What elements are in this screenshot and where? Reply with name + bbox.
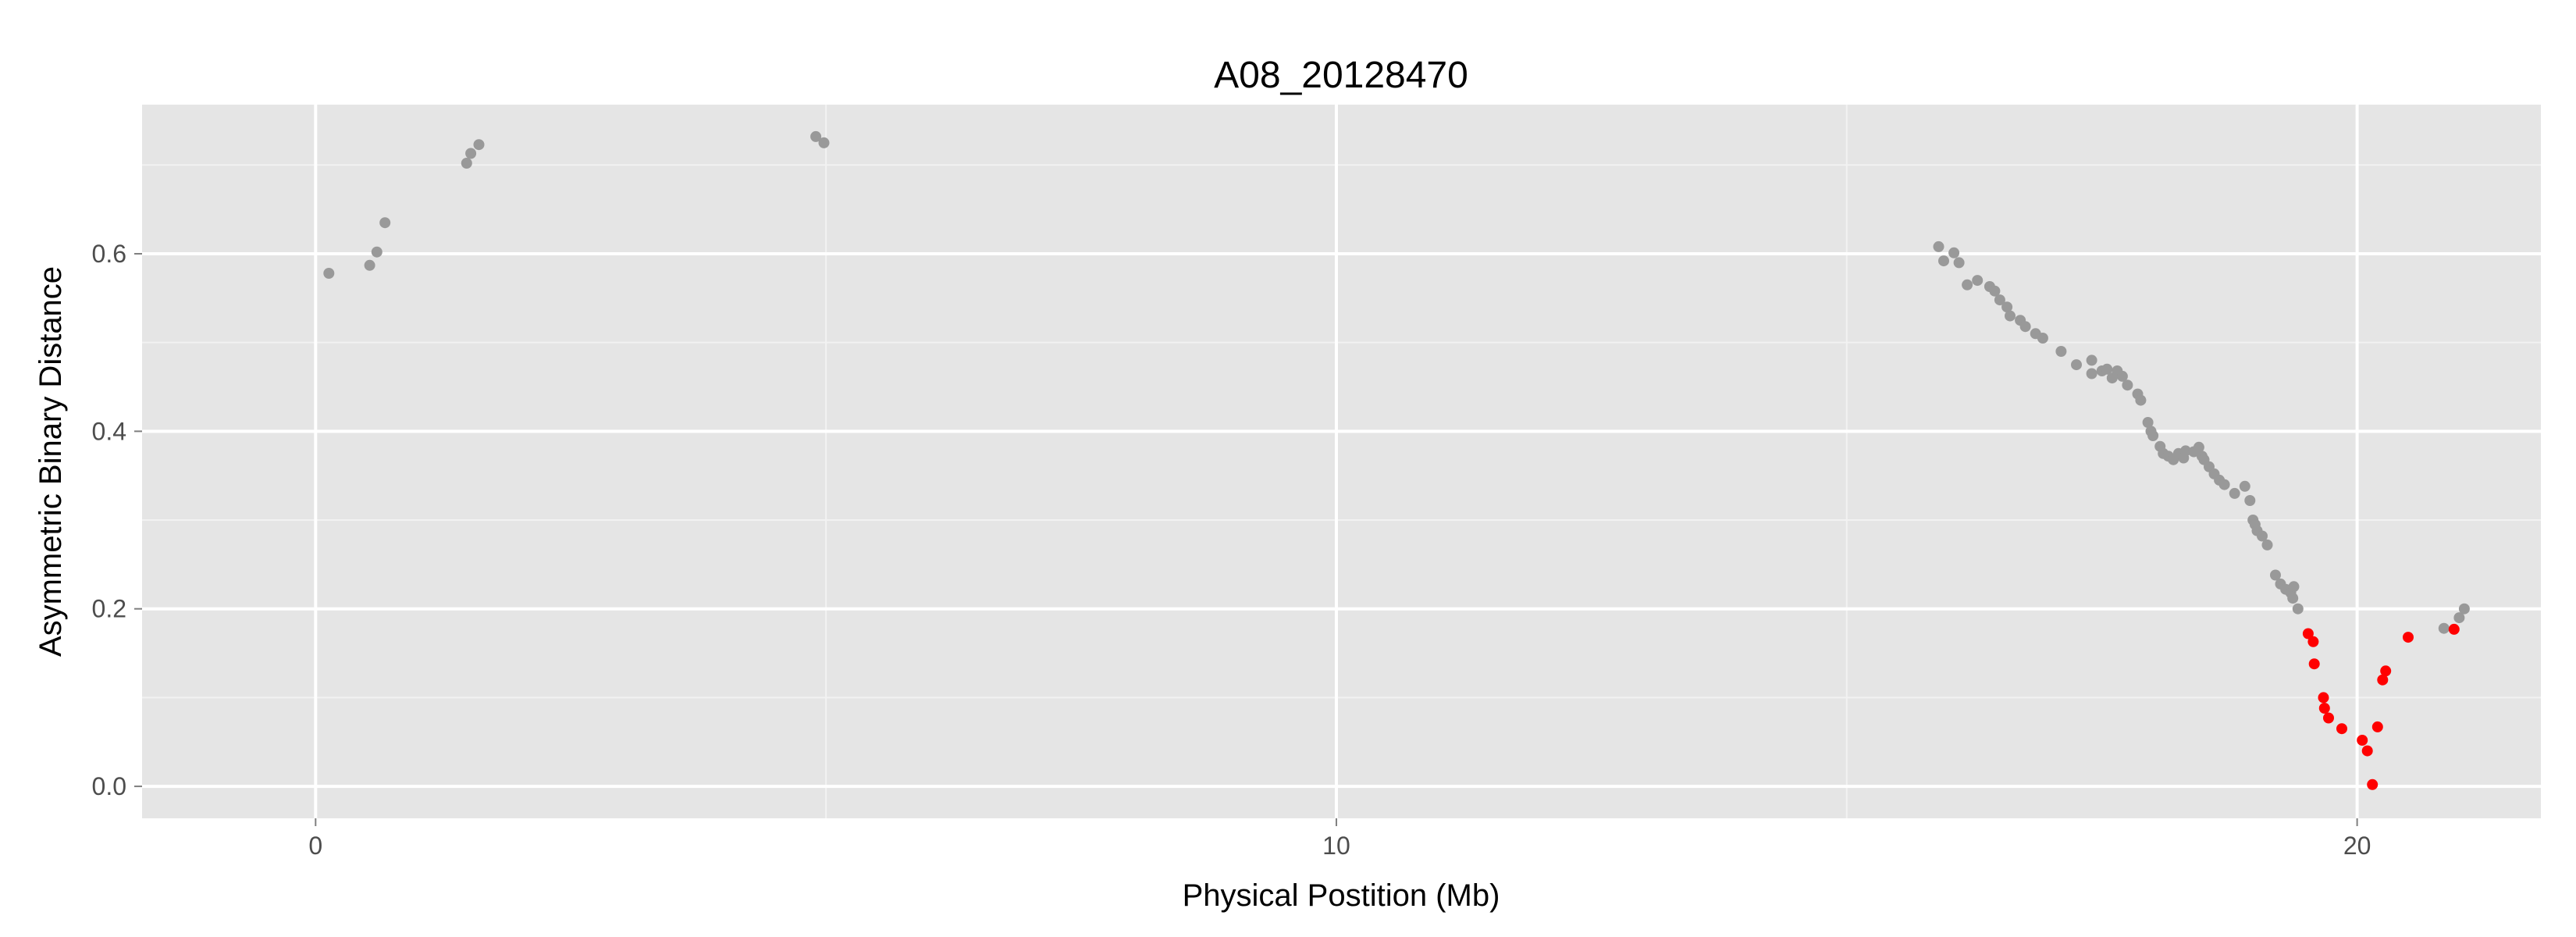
- plot-panel: [142, 105, 2541, 818]
- data-point: [379, 217, 391, 229]
- data-point: [2438, 622, 2450, 634]
- data-point: [2122, 379, 2133, 391]
- data-point: [818, 137, 830, 148]
- data-point: [2086, 368, 2097, 379]
- highlight-data-point: [2367, 778, 2379, 790]
- y-tick-label: 0.2: [92, 595, 126, 623]
- highlight-data-point: [2318, 703, 2330, 714]
- x-tick-label: 0: [308, 832, 322, 860]
- data-point: [2239, 480, 2250, 492]
- data-point: [2086, 354, 2097, 366]
- chart-title: A08_20128470: [1214, 55, 1468, 96]
- data-point: [2218, 479, 2230, 490]
- data-point: [1994, 294, 2005, 306]
- data-point: [2037, 333, 2048, 344]
- y-axis-label: Asymmetric Binary Distance: [34, 266, 68, 657]
- y-tick-label: 0.6: [92, 240, 126, 268]
- x-axis: 0 10 20: [308, 818, 2371, 860]
- data-point: [2055, 346, 2067, 357]
- x-tick-label: 10: [1322, 832, 1350, 860]
- data-point: [371, 246, 382, 258]
- y-axis: 0.0 0.2 0.4 0.6: [92, 240, 142, 800]
- highlight-data-point: [2307, 636, 2319, 647]
- highlight-data-point: [2302, 628, 2314, 640]
- y-tick-label: 0.4: [92, 417, 126, 445]
- highlight-data-point: [2323, 712, 2334, 724]
- data-point: [1989, 285, 2001, 297]
- data-point: [2261, 539, 2273, 550]
- data-point: [465, 148, 477, 159]
- data-point: [2288, 581, 2300, 593]
- highlight-data-point: [2357, 735, 2368, 746]
- highlight-data-point: [2403, 632, 2414, 643]
- data-point: [2257, 530, 2268, 542]
- data-point: [2287, 593, 2299, 604]
- data-point: [2147, 430, 2159, 441]
- data-point: [2019, 321, 2031, 333]
- data-point: [1933, 240, 1944, 252]
- highlight-data-point: [2371, 721, 2383, 732]
- data-point: [2071, 359, 2082, 371]
- data-point: [2270, 569, 2281, 581]
- highlight-data-point: [2448, 623, 2460, 635]
- data-point: [1948, 247, 1960, 258]
- data-point: [1962, 279, 1973, 290]
- data-point: [2453, 612, 2465, 624]
- x-axis-label: Physical Postition (Mb): [1183, 878, 1500, 913]
- data-point: [323, 268, 335, 279]
- data-point: [2229, 487, 2240, 499]
- data-points: [323, 130, 2470, 790]
- data-point: [364, 259, 375, 271]
- data-point: [461, 158, 472, 169]
- data-point: [2458, 603, 2470, 615]
- data-point: [1953, 257, 1965, 269]
- data-point: [2135, 394, 2147, 406]
- data-point: [473, 139, 485, 151]
- data-point: [2292, 603, 2304, 615]
- highlight-data-point: [2336, 723, 2347, 735]
- y-tick-label: 0.0: [92, 772, 126, 800]
- data-point: [2001, 301, 2013, 313]
- data-point: [2142, 417, 2154, 428]
- data-point: [810, 130, 822, 142]
- panel-background: [142, 105, 2541, 818]
- data-point: [1938, 255, 1949, 267]
- data-point: [1972, 275, 1984, 287]
- highlight-data-point: [2308, 658, 2320, 670]
- data-point: [2116, 370, 2128, 382]
- data-point: [2179, 445, 2191, 457]
- highlight-data-point: [2377, 674, 2389, 686]
- data-point: [2005, 310, 2016, 322]
- highlight-data-point: [2361, 745, 2373, 757]
- highlight-data-point: [2318, 692, 2329, 704]
- data-point: [2244, 495, 2256, 506]
- data-point: [2101, 363, 2113, 375]
- data-point: [2193, 441, 2204, 453]
- x-tick-label: 20: [2343, 832, 2371, 860]
- gridlines: [142, 105, 2541, 818]
- highlight-data-point: [2380, 665, 2392, 677]
